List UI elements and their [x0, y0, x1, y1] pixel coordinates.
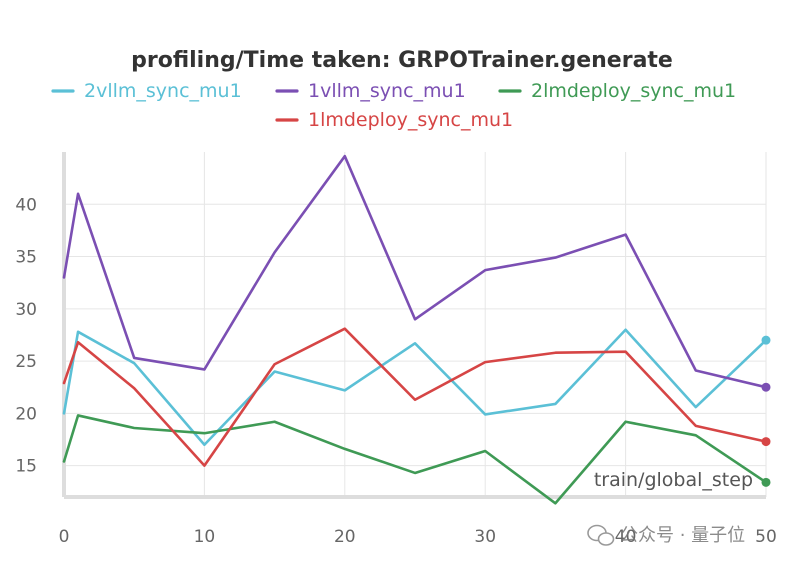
watermark: 公众号 · 量子位 [587, 524, 745, 546]
axes [62, 152, 766, 499]
series-line-1lmdeploy_sync_mu1 [62, 327, 768, 467]
legend-item-1lmdeploy_sync_mu1[interactable]: 1lmdeploy_sync_mu1 [275, 109, 513, 131]
series-end-point-2lmdeploy_sync_mu1 [761, 477, 771, 487]
chart-title: profiling/Time taken: GRPOTrainer.genera… [131, 48, 673, 73]
series-end-point-1vllm_sync_mu1 [761, 382, 771, 392]
x-tick-label: 40 [615, 527, 637, 547]
legend-label: 1vllm_sync_mu1 [308, 80, 466, 102]
x-tick-label: 30 [474, 527, 496, 547]
series-end-point-2vllm_sync_mu1 [761, 335, 771, 345]
x-tick-label: 50 [755, 527, 777, 547]
legend-item-2lmdeploy_sync_mu1[interactable]: 2lmdeploy_sync_mu1 [498, 80, 736, 102]
y-tick-label: 25 [15, 352, 37, 372]
series-line-1vllm_sync_mu1 [62, 154, 768, 389]
legend: 2vllm_sync_mu1 1vllm_sync_mu1 2lmdeploy_sy… [51, 80, 736, 131]
legend-label: 2lmdeploy_sync_mu1 [531, 80, 736, 102]
legend-label: 1lmdeploy_sync_mu1 [308, 109, 513, 131]
y-tick-label: 35 [15, 248, 37, 268]
grid-lines [63, 152, 767, 497]
y-tick-label: 40 [15, 195, 37, 215]
y-tick-label: 15 [15, 457, 37, 477]
x-tick-label: 0 [59, 527, 70, 547]
legend-item-2vllm_sync_mu1[interactable]: 2vllm_sync_mu1 [51, 80, 242, 102]
series-line-2lmdeploy_sync_mu1 [62, 414, 768, 505]
y-tick-label: 30 [15, 300, 37, 320]
y-tick-label: 20 [15, 404, 37, 424]
legend-item-1vllm_sync_mu1[interactable]: 1vllm_sync_mu1 [275, 80, 466, 102]
series-lines [62, 154, 771, 505]
tick-labels: 0 10 20 30 40 50 15 20 25 30 35 40 [15, 195, 776, 547]
watermark-text: 公众号 · 量子位 [620, 525, 745, 546]
series-line-2vllm_sync_mu1 [62, 328, 768, 447]
x-tick-label: 10 [194, 527, 216, 547]
x-axis-title: train/global_step [594, 469, 753, 491]
x-tick-label: 20 [334, 527, 356, 547]
series-end-point-1lmdeploy_sync_mu1 [761, 437, 771, 447]
legend-label: 2vllm_sync_mu1 [84, 80, 242, 102]
wechat-icon [587, 524, 615, 546]
